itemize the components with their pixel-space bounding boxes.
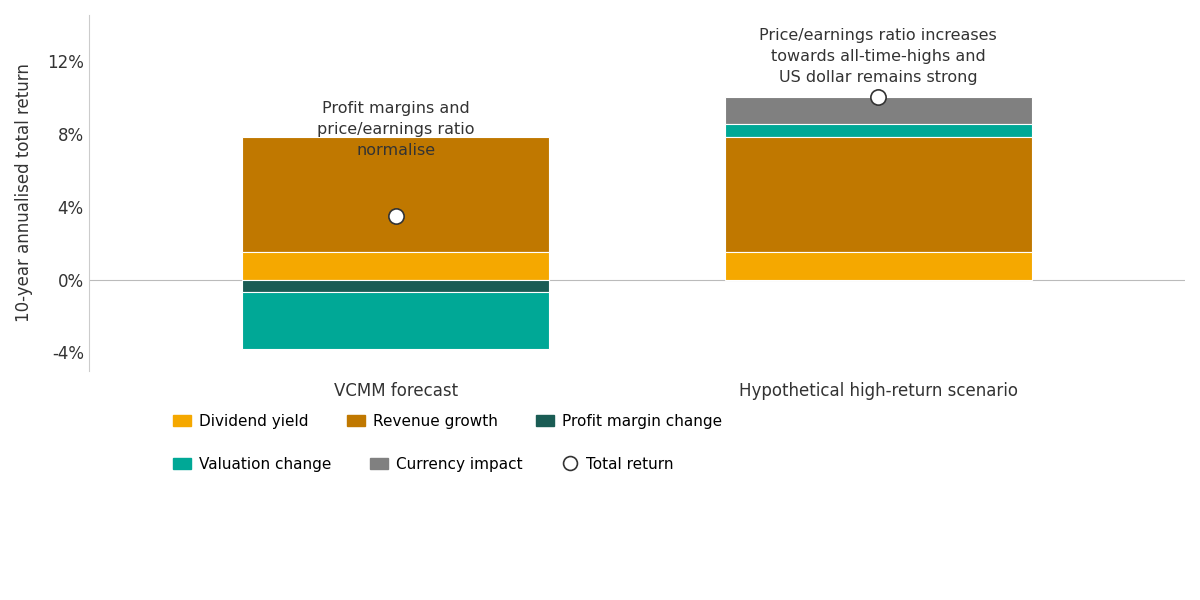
Legend: Valuation change, Currency impact, Total return: Valuation change, Currency impact, Total… xyxy=(173,457,674,472)
Bar xyxy=(242,292,550,349)
Bar xyxy=(242,137,550,252)
Text: Price/earnings ratio increases
towards all-time-highs and
US dollar remains stro: Price/earnings ratio increases towards a… xyxy=(760,28,997,85)
Bar xyxy=(725,252,1032,280)
Bar xyxy=(242,280,550,292)
Bar xyxy=(725,97,1032,124)
Bar xyxy=(725,124,1032,137)
Bar xyxy=(725,137,1032,252)
Bar xyxy=(242,252,550,280)
Text: Profit margins and
price/earnings ratio
normalise: Profit margins and price/earnings ratio … xyxy=(317,101,474,158)
Y-axis label: 10-year annualised total return: 10-year annualised total return xyxy=(14,64,34,322)
